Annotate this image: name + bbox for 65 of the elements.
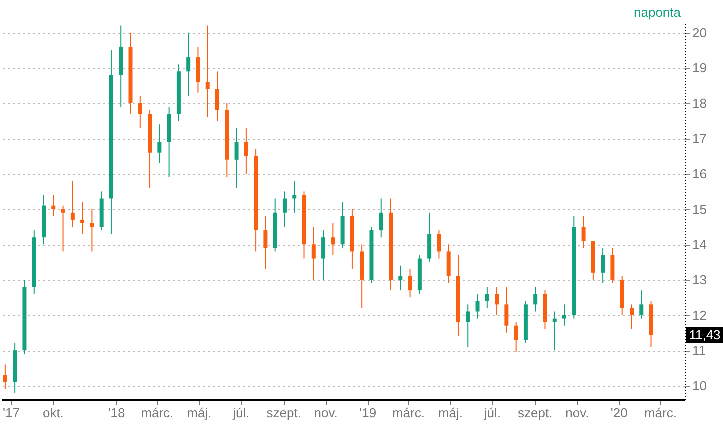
- x-tick-label: máj.: [187, 406, 212, 420]
- candlestick: [158, 124, 162, 164]
- candlestick: [70, 180, 75, 228]
- x-tick-label: nov.: [566, 406, 590, 420]
- candlestick: [186, 32, 191, 97]
- candlestick: [292, 180, 297, 214]
- candlestick: [80, 202, 85, 235]
- candlestick: [640, 290, 644, 320]
- y-tick-label: 15: [692, 202, 707, 217]
- x-tick-label: '17: [2, 406, 20, 420]
- y-tick-label: 19: [692, 60, 707, 76]
- y-tick-label: 20: [692, 25, 707, 40]
- y-tick-label: 14: [692, 237, 707, 252]
- x-tick-label: júl.: [232, 406, 250, 420]
- candlestick: [61, 205, 66, 252]
- y-tick-label: 10: [692, 378, 707, 394]
- candlestick: [437, 230, 442, 260]
- x-tick-label: júl.: [483, 406, 502, 420]
- candlestick: [234, 128, 239, 189]
- candlestick: [630, 304, 634, 330]
- x-tick-label: okt.: [42, 406, 64, 420]
- candlestick: [601, 248, 606, 284]
- x-tick-label: szept.: [266, 406, 302, 420]
- candlestick: [322, 230, 326, 280]
- candlestick: [138, 96, 142, 129]
- candlestick: [562, 304, 567, 326]
- candlestick: [485, 286, 490, 309]
- candlestick: [408, 268, 412, 298]
- candlestick: [534, 286, 538, 312]
- text: 11,43: [689, 327, 721, 342]
- x-tick-label: '18: [108, 406, 126, 420]
- y-tick-label: 16: [692, 166, 707, 182]
- x-tick-label: szept.: [518, 406, 553, 420]
- x-tick-label: máj.: [438, 406, 463, 420]
- candlestick: [331, 222, 336, 256]
- y-tick-label: 17: [692, 131, 707, 146]
- x-tick-label: '19: [360, 406, 377, 420]
- candlestick: [206, 25, 210, 118]
- x-tick-label: márc.: [644, 406, 677, 420]
- candlestick: [216, 71, 220, 122]
- text: naponta: [634, 5, 682, 20]
- y-tick-label: 11: [692, 343, 706, 358]
- y-tick-label: 18: [692, 96, 707, 111]
- candlestick: [52, 194, 56, 217]
- candlestick: [476, 294, 480, 320]
- candlestick: [312, 226, 316, 280]
- candlestick: [90, 208, 94, 252]
- candlestick: [398, 265, 403, 292]
- x-tick-label: márc.: [392, 406, 425, 420]
- candlestick: [466, 304, 470, 348]
- candlestick: [379, 198, 384, 238]
- candlestick: [495, 286, 500, 316]
- candlestick: [504, 286, 509, 334]
- candlestick: [514, 322, 518, 353]
- candlestick: [244, 128, 248, 175]
- y-tick-label: 13: [692, 272, 707, 288]
- x-tick-label: márc.: [141, 406, 174, 420]
- candlestick: [282, 191, 287, 228]
- candlestick: [582, 216, 586, 249]
- x-tick-label: '20: [610, 406, 628, 420]
- candlestick: [552, 311, 557, 352]
- candlestick: [264, 216, 268, 270]
- candlestick: [3, 364, 8, 390]
- y-tick-label: 12: [692, 308, 707, 323]
- x-tick-label: nov.: [314, 406, 338, 420]
